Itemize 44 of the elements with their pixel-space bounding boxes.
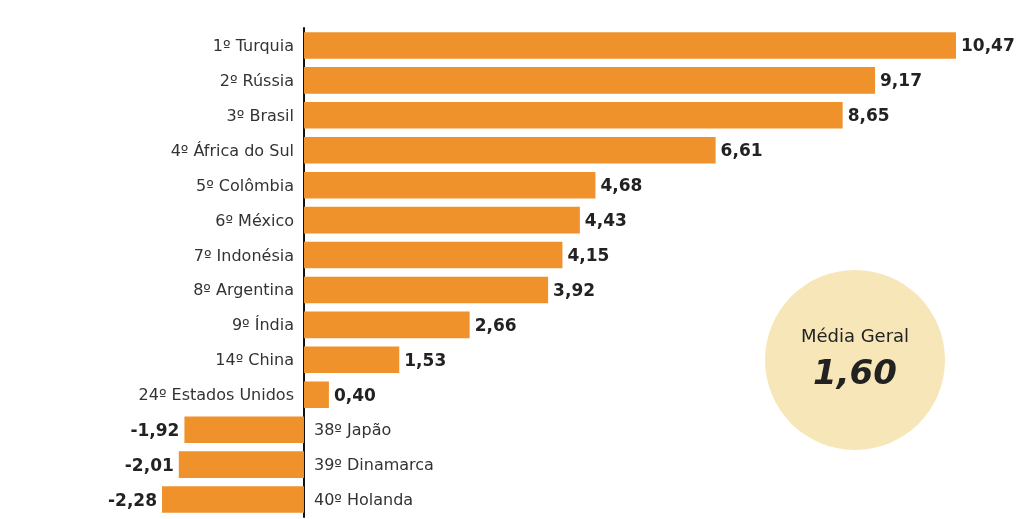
y-tick-label: 40º Holanda	[313, 490, 414, 510]
data-label: 4,43	[584, 210, 627, 231]
y-tick-label: 3º Brasil	[226, 105, 294, 125]
bar	[303, 276, 549, 304]
bar	[178, 451, 304, 478]
y-tick-label: 4º África do Sul	[170, 140, 294, 160]
bar	[303, 136, 716, 164]
y-tick-label: 38º Japão	[313, 420, 392, 440]
y-tick-label: 9º Índia	[231, 315, 294, 335]
y-tick-label: 8º Argentina	[193, 280, 294, 300]
bar	[303, 381, 329, 409]
data-label: 9,17	[880, 70, 922, 91]
data-label: 2,66	[474, 314, 517, 335]
bar	[303, 171, 596, 199]
y-tick-label: 24º Estados Unidos	[138, 385, 294, 405]
bar	[303, 67, 876, 94]
bar	[303, 346, 400, 374]
y-tick-label: 6º México	[215, 210, 294, 230]
bar	[303, 102, 843, 129]
data-label: 4,68	[600, 175, 643, 196]
annotation: 1,60	[812, 352, 898, 392]
data-label: -2,01	[124, 454, 174, 475]
bar	[184, 416, 304, 443]
bar	[303, 206, 580, 234]
y-tick-label: 39º Dinamarca	[313, 455, 434, 475]
data-label: 10,47	[961, 35, 1015, 56]
data-label: -1,92	[130, 419, 180, 440]
bar	[303, 32, 956, 59]
y-tick-label: 7º Indonésia	[193, 245, 294, 265]
y-tick-label: 1º Turquia	[212, 35, 294, 55]
data-label: 8,65	[847, 105, 890, 126]
y-tick-label: 14º China	[215, 350, 294, 370]
y-tick-label: 5º Colômbia	[195, 175, 294, 195]
data-label: 1,53	[404, 349, 447, 370]
bar	[162, 486, 304, 513]
data-label: 6,61	[720, 140, 763, 161]
bar	[303, 311, 470, 339]
y-tick-label: 2º Rússia	[219, 70, 294, 90]
annotation: Média Geral	[799, 325, 911, 346]
bar	[303, 241, 563, 269]
data-label: 0,40	[333, 384, 377, 405]
data-label: -2,28	[108, 489, 157, 510]
data-label: 4,15	[567, 245, 610, 266]
data-label: 3,92	[553, 279, 596, 300]
